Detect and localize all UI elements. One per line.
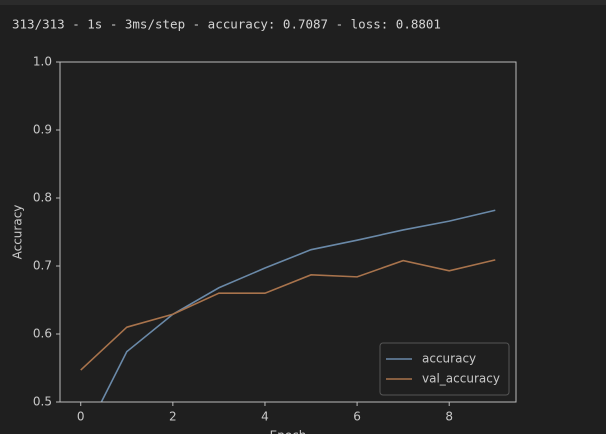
plot: 0.5 0.6 0.7 0.8 0.9 1.0 0 2 4 6 8 accuracy val_accur…	[33, 55, 517, 424]
y-tick-label: 0.8	[33, 191, 52, 205]
y-tick-label: 1.0	[33, 55, 52, 69]
series-line	[100, 209, 496, 402]
legend: accuracy val_accuracy	[379, 342, 510, 396]
y-tick-label: 0.5	[33, 395, 52, 409]
x-axis-label: Epoch	[270, 429, 307, 434]
legend-label: accuracy	[422, 352, 476, 366]
y-tick-label: 0.7	[33, 259, 52, 273]
legend-label: val_accuracy	[422, 372, 500, 386]
x-tick-label: 8	[445, 410, 453, 424]
y-tick-label: 0.6	[33, 327, 52, 341]
x-tick-label: 0	[77, 410, 85, 424]
y-tick-label: 0.9	[33, 123, 52, 137]
y-axis-label: Accuracy	[11, 205, 25, 260]
x-tick-label: 2	[169, 410, 177, 424]
x-tick-label: 4	[261, 410, 269, 424]
x-tick-label: 6	[353, 410, 361, 424]
series-line	[80, 259, 496, 371]
legend-box	[379, 342, 510, 396]
console-output: 313/313 - 1s - 3ms/step - accuracy: 0.70…	[12, 17, 441, 32]
top-bar	[0, 0, 606, 5]
plot-frame	[59, 61, 517, 403]
